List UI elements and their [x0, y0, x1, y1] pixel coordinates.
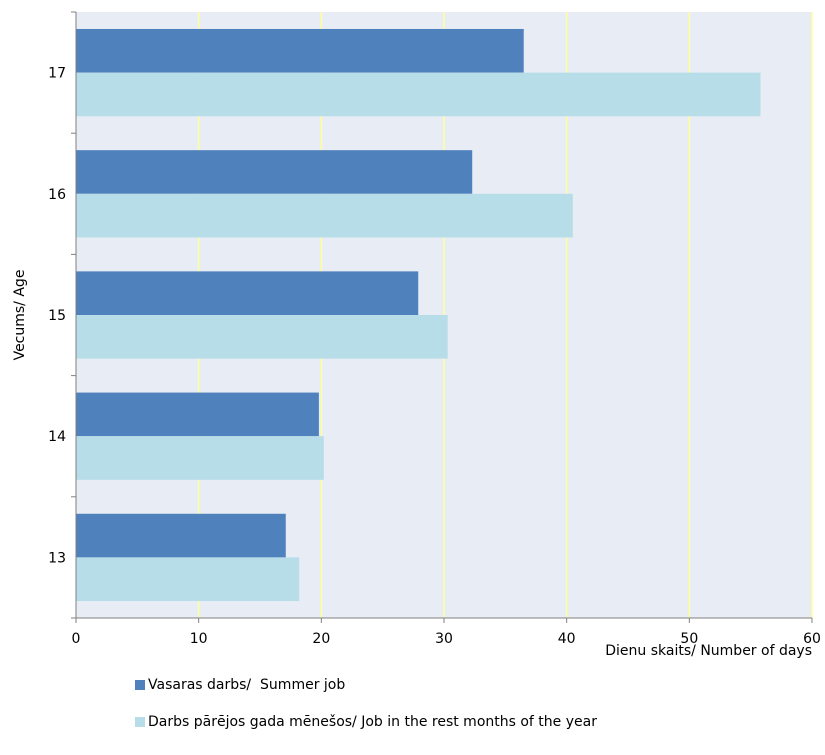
bar-rest-months-job-16 [76, 193, 573, 238]
legend: Vasaras darbs/ Summer job Darbs pārējos … [135, 674, 597, 748]
x-tick-label-60: 60 [803, 631, 821, 647]
bar-rest-months-job-15 [76, 315, 448, 359]
y-tick-label-15: 15 [48, 308, 66, 324]
x-tick-label-40: 40 [558, 631, 576, 647]
bar-summer-job-16 [76, 150, 473, 194]
bar-rest-months-job-13 [76, 557, 300, 602]
bar-rest-months-job-14 [76, 436, 324, 480]
y-tick-label-16: 16 [48, 187, 66, 203]
bar-summer-job-15 [76, 271, 419, 315]
x-tick-label-0: 0 [72, 631, 81, 647]
x-tick-labels: 0 10 20 30 40 50 60 [72, 631, 821, 647]
y-tick-label-17: 17 [48, 66, 66, 82]
bar-rest-months-job-17 [76, 72, 761, 117]
bars [76, 28, 761, 602]
bar-summer-job-14 [76, 392, 319, 437]
legend-item-rest-months-job: Darbs pārējos gada mēnešos/ Job in the r… [135, 711, 597, 733]
bar-summer-job-13 [76, 513, 286, 558]
y-tick-label-14: 14 [48, 429, 66, 445]
legend-label-rest-months-job: Darbs pārējos gada mēnešos/ Job in the r… [148, 714, 597, 730]
x-tick-label-30: 30 [435, 631, 453, 647]
y-axis-title: Vecums/ Age [12, 270, 28, 361]
y-tick-labels: 13 14 15 16 17 [48, 66, 66, 567]
legend-swatch-rest-months-job [135, 717, 145, 727]
legend-label-summer-job: Vasaras darbs/ Summer job [148, 677, 346, 693]
axes [71, 11, 813, 623]
x-tick-label-20: 20 [312, 631, 330, 647]
legend-item-summer-job: Vasaras darbs/ Summer job [135, 674, 597, 696]
x-tick-label-50: 50 [680, 631, 698, 647]
x-tick-label-10: 10 [190, 631, 208, 647]
x-axis-title: Dienu skaits/ Number of days [605, 643, 812, 659]
legend-swatch-summer-job [135, 680, 145, 690]
y-tick-label-13: 13 [48, 550, 66, 566]
bar-summer-job-17 [76, 28, 524, 73]
